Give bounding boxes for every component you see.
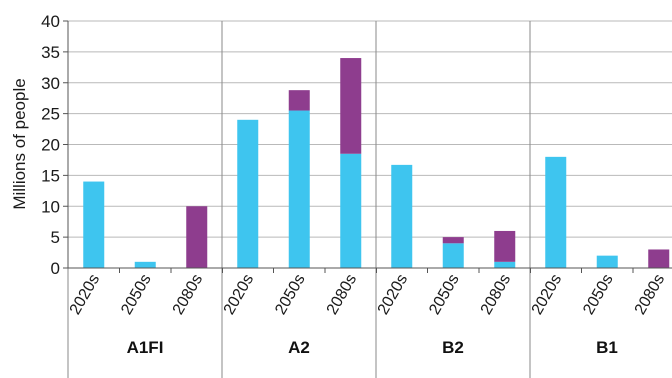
x-tick-label: 2050s <box>272 272 309 318</box>
bar-b2-2050s-s2 <box>442 237 464 244</box>
bar-a2-2080s-s2 <box>340 58 362 154</box>
x-tick-label: 2020s <box>67 272 104 318</box>
bar-a2-2020s-s1 <box>237 119 259 268</box>
bar-b2-2080s-s2 <box>494 230 516 262</box>
bars <box>83 58 670 268</box>
y-tick-label: 15 <box>41 166 60 185</box>
x-tick-label: 2050s <box>580 272 617 318</box>
bar-a2-2050s-s2 <box>288 90 310 111</box>
group-label: B2 <box>442 338 464 357</box>
bar-b1-2080s-s2 <box>648 249 670 268</box>
y-tick-label: 30 <box>41 74 60 93</box>
y-tick-label: 20 <box>41 136 60 155</box>
y-tick-label: 25 <box>41 105 60 124</box>
x-tick-label: 2080s <box>632 272 669 318</box>
y-tick-label: 10 <box>41 197 60 216</box>
y-tick-label: 0 <box>51 259 60 278</box>
group-label: A2 <box>288 338 310 357</box>
bar-b2-2050s-s1 <box>442 243 464 268</box>
x-tick-label: 2050s <box>118 272 155 318</box>
y-tick-label: 35 <box>41 43 60 62</box>
y-tick-label: 40 <box>41 12 60 31</box>
group-separators <box>67 21 531 378</box>
x-tick-label: 2050s <box>426 272 463 318</box>
x-tick-label: 2080s <box>170 272 207 318</box>
group-label: A1FI <box>127 338 164 357</box>
bar-a1fi-2020s-s1 <box>83 181 105 268</box>
bar-b1-2020s-s1 <box>545 156 567 268</box>
bar-a2-2050s-s1 <box>288 110 310 268</box>
y-tick-label: 5 <box>51 228 60 247</box>
bar-b1-2050s-s1 <box>596 255 618 268</box>
bar-a1fi-2080s-s2 <box>186 206 208 268</box>
group-label: B1 <box>596 338 618 357</box>
x-tick-label: 2020s <box>529 272 566 318</box>
x-tick-label: 2020s <box>221 272 258 318</box>
bar-b2-2080s-s1 <box>494 261 516 268</box>
x-ticks: 2020s 2050s 2080s 2020s 2050s 2080s 2020s 2050s… <box>67 268 669 318</box>
y-ticks: 0 5 10 15 20 25 30 35 40 <box>41 12 68 278</box>
x-tick-label: 2020s <box>375 272 412 318</box>
x-tick-label: 2080s <box>478 272 515 318</box>
bar-a2-2080s-s1 <box>340 153 362 268</box>
group-labels: A1FI A2 B2 B1 <box>127 338 618 357</box>
x-tick-label: 2080s <box>324 272 361 318</box>
y-axis-label: Millions of people <box>10 78 29 209</box>
gridlines <box>68 20 672 238</box>
bar-a1fi-2050s-s1 <box>134 261 156 268</box>
bar-b2-2020s-s1 <box>391 164 413 268</box>
